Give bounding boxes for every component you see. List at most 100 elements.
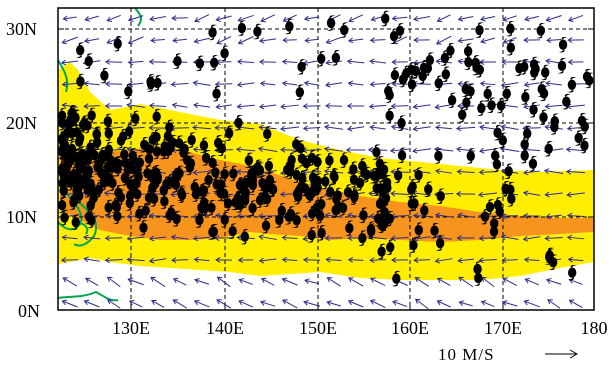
wind-vector xyxy=(172,299,187,309)
wind-vector xyxy=(545,15,562,23)
wind-vector xyxy=(194,14,210,23)
wind-vector xyxy=(567,256,584,263)
wind-vector xyxy=(104,257,123,264)
wind-vector xyxy=(61,36,78,45)
lon-label-150e: 150E xyxy=(299,318,337,338)
wind-vector xyxy=(457,37,474,44)
wind-vector xyxy=(435,168,453,175)
wind-vector xyxy=(390,103,409,110)
lon-label-180: 180 xyxy=(581,318,608,338)
wind-vector xyxy=(501,213,518,220)
wind-vector xyxy=(60,59,79,66)
wind-vector xyxy=(546,37,562,44)
typhoon-icon xyxy=(567,264,577,281)
wind-vector xyxy=(370,277,386,287)
wind-vector xyxy=(214,124,233,131)
wind-vector xyxy=(502,15,518,22)
typhoon-icon xyxy=(520,89,530,105)
tick-marks xyxy=(58,28,594,310)
typhoon-icon xyxy=(529,101,539,118)
typhoon-icon xyxy=(212,85,222,102)
wind-vector xyxy=(282,37,297,44)
wind-vector xyxy=(479,124,496,131)
wind-vector xyxy=(106,14,121,23)
wind-vector xyxy=(567,37,584,43)
typhoon-icon xyxy=(390,67,400,83)
wind-vector xyxy=(568,299,583,309)
wind-vector xyxy=(85,277,99,287)
wind-vector xyxy=(324,146,344,153)
lon-label-140e: 140E xyxy=(206,318,244,338)
wind-vector xyxy=(479,59,496,65)
wind-vector xyxy=(324,124,344,131)
typhoon-icon xyxy=(540,64,550,81)
wind-vector xyxy=(258,234,277,241)
wind-vector xyxy=(346,103,365,109)
wind-vector xyxy=(281,277,298,286)
wind-vector xyxy=(259,103,277,110)
typhoon-icon xyxy=(84,53,94,69)
wind-vector xyxy=(389,147,410,154)
wind-vector xyxy=(149,15,166,22)
wind-vector xyxy=(434,212,453,219)
wind-vector xyxy=(214,81,233,88)
wind-vector xyxy=(436,277,451,286)
wind-vector xyxy=(258,37,277,44)
wind-vector xyxy=(412,147,432,154)
wind-vector xyxy=(502,37,517,44)
wind-vector xyxy=(412,212,431,219)
wind-vector xyxy=(148,58,167,65)
wind-vector xyxy=(347,80,364,87)
wind-vector xyxy=(456,235,475,241)
wind-vector xyxy=(194,278,210,285)
wind-vector xyxy=(412,125,431,132)
wind-vector xyxy=(216,276,231,288)
wind-vector xyxy=(545,80,562,87)
wind-vector xyxy=(302,103,321,110)
wind-vector xyxy=(127,277,144,286)
wind-vector xyxy=(414,298,429,310)
wind-vector xyxy=(545,278,562,285)
wind-vector xyxy=(280,125,300,132)
wind-vector xyxy=(455,125,476,132)
wind-vector xyxy=(325,256,342,263)
wind-vector xyxy=(282,299,298,309)
wind-vector xyxy=(126,256,145,263)
wind-vector xyxy=(83,37,100,44)
wind-vector xyxy=(414,277,429,287)
wind-vector xyxy=(478,257,497,264)
typhoon-icon xyxy=(172,53,182,69)
wind-vector xyxy=(458,300,473,307)
wind-vector xyxy=(216,299,232,309)
typhoon-icon xyxy=(496,97,506,114)
wind-vector xyxy=(480,300,495,308)
reference-arrow-icon xyxy=(545,349,579,359)
wind-vector xyxy=(326,300,342,307)
wind-vector xyxy=(390,190,409,197)
wind-vector xyxy=(171,15,188,22)
wind-vector xyxy=(457,212,474,219)
typhoon-icon xyxy=(502,85,512,102)
wind-vector xyxy=(303,80,320,87)
wind-vector xyxy=(391,59,408,66)
typhoon-icon xyxy=(505,20,515,37)
wind-vector xyxy=(193,256,210,263)
wind-vector xyxy=(61,234,78,241)
wind-vector xyxy=(192,235,211,242)
wind-vector xyxy=(500,81,519,88)
wind-vector xyxy=(369,37,386,44)
wind-vector xyxy=(522,235,541,242)
wind-vector xyxy=(543,168,564,175)
reference-vector-label: 10 M/S xyxy=(438,345,495,364)
wind-vector xyxy=(172,277,187,286)
wind-vector xyxy=(104,235,123,242)
wind-vector xyxy=(566,103,585,110)
wind-vector xyxy=(369,81,386,88)
wind-vector xyxy=(523,299,540,308)
wind-vector xyxy=(150,276,166,287)
typhoon-icon xyxy=(475,22,485,38)
wind-vector xyxy=(457,257,474,264)
wind-vector xyxy=(566,191,585,198)
wind-vector xyxy=(522,213,541,219)
